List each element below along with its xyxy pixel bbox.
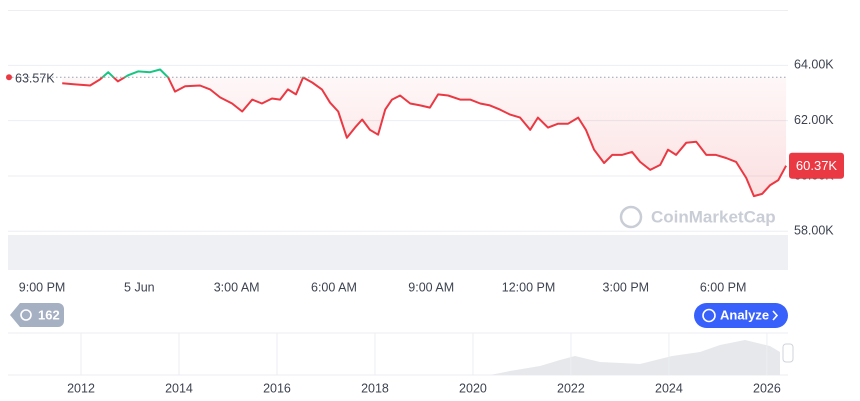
area (62, 77, 787, 197)
navigator-area (8, 340, 780, 375)
badge-shape (10, 303, 64, 327)
navigator-tick-label: 2014 (165, 381, 193, 395)
badge-text: 162 (38, 307, 60, 322)
watermark: CoinMarketCap (619, 205, 776, 229)
navigator-tick-label: 2012 (67, 381, 95, 395)
history-badge[interactable]: 162 (10, 303, 64, 327)
watermark-text: CoinMarketCap (651, 207, 776, 226)
watermark-icon (619, 205, 643, 229)
navigator-tick-label: 2026 (753, 381, 781, 395)
current-price-box (789, 152, 844, 179)
reference-label: 63.57K (15, 72, 55, 86)
navigator-handle[interactable] (782, 343, 794, 363)
y-tick-label: 62.00K (794, 113, 834, 127)
navigator-tick-label: 2024 (655, 381, 683, 395)
volume-area (8, 235, 788, 270)
price-line (62, 77, 787, 198)
navigator-tick-label: 2018 (361, 381, 389, 395)
x-tick-label: 6:00 AM (311, 280, 357, 294)
x-tick-label: 3:00 AM (214, 280, 260, 294)
navigator-tick-label: 2022 (557, 381, 585, 395)
x-tick-label: 5 Jun (124, 280, 155, 294)
navigator-tick-label: 2016 (263, 381, 291, 395)
navigator-tick-label: 2020 (459, 381, 487, 395)
x-tick-label: 9:00 PM (19, 280, 66, 294)
x-tick-label: 6:00 PM (700, 280, 747, 294)
x-tick-label: 12:00 PM (502, 280, 556, 294)
button-text: Analyze (720, 307, 769, 322)
x-tick-label: 3:00 PM (603, 280, 650, 294)
button-chevron (772, 310, 779, 321)
y-tick-label: 64.00K (794, 58, 834, 72)
badge-icon (20, 309, 32, 321)
button-shape (694, 303, 788, 328)
button-icon (702, 308, 716, 323)
x-tick-label: 9:00 AM (408, 280, 454, 294)
y-tick-label: 58.00K (794, 224, 834, 238)
analyze-button[interactable]: Analyze (694, 303, 788, 328)
reference-dot (6, 74, 12, 81)
current-price-label: 60.37K (796, 158, 838, 173)
